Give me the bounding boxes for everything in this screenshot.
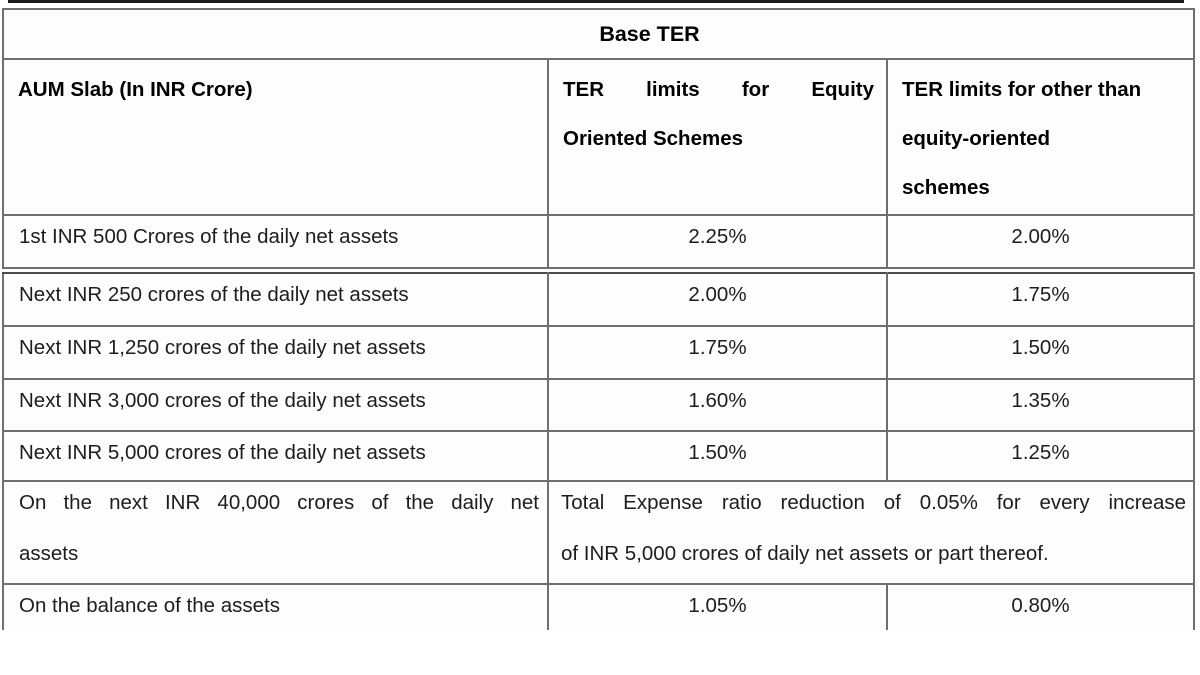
cell-slab-label: 1st INR 500 Crores of the daily net asse… [2,214,549,269]
cell-equity-ter: 1.50% [547,430,888,482]
header-other-ter-line-1: TER limits for other than [902,78,1142,101]
cell-other-ter: 1.35% [886,378,1195,432]
base-ter-table-upper: Base TER AUM Slab (In INR Crore) TER lim… [2,8,1195,269]
header-equity-ter-line-1: TER limits for Equity [563,78,874,101]
cell-equity-ter: 1.05% [547,583,888,630]
header-aum-slab-text: AUM Slab (In INR Crore) [18,78,253,101]
header-other-ter-line-3: schemes [902,176,990,199]
cell-other-ter: 0.80% [886,583,1195,630]
cell-equity-ter: 1.75% [547,325,888,380]
table-row-balance: On the balance of the assets 1.05% 0.80% [2,583,1195,630]
ter-reduction-note-line-2: of INR 5,000 crores of daily net assets … [561,542,1049,565]
base-ter-table-lower: Next INR 250 crores of the daily net ass… [2,272,1195,630]
table-title: Base TER [2,8,1195,60]
table-row-slab-40000: On the next INR 40,000 crores of the dai… [2,480,1195,585]
table-row-slab-1250: Next INR 1,250 crores of the daily net a… [2,325,1195,380]
cell-equity-ter: 1.60% [547,378,888,432]
cell-ter-reduction-note: Total Expense ratio reduction of 0.05% f… [547,480,1195,585]
header-other-ter: TER limits for other than equity-oriente… [886,58,1195,216]
table-header-row: AUM Slab (In INR Crore) TER limits for E… [2,58,1195,216]
cell-slab-label: Next INR 5,000 crores of the daily net a… [2,430,549,482]
cell-slab-label: On the next INR 40,000 crores of the dai… [2,480,549,585]
table-title-row: Base TER [2,8,1195,60]
table-row-slab-250: Next INR 250 crores of the daily net ass… [2,272,1195,327]
cell-slab-label: Next INR 1,250 crores of the daily net a… [2,325,549,380]
slab-label-line-1: On the next INR 40,000 crores of the dai… [19,491,539,514]
cell-equity-ter: 2.25% [547,214,888,269]
header-aum-slab: AUM Slab (In INR Crore) [2,58,549,216]
table-row-slab-500: 1st INR 500 Crores of the daily net asse… [2,214,1195,269]
cell-other-ter: 1.50% [886,325,1195,380]
ter-reduction-note-line-1: Total Expense ratio reduction of 0.05% f… [561,491,1186,514]
header-equity-ter: TER limits for Equity Oriented Schemes [547,58,888,216]
cell-slab-label: Next INR 3,000 crores of the daily net a… [2,378,549,432]
table-row-slab-5000: Next INR 5,000 crores of the daily net a… [2,430,1195,482]
cell-slab-label: Next INR 250 crores of the daily net ass… [2,272,549,327]
header-equity-ter-line-2: Oriented Schemes [563,127,744,150]
header-other-ter-line-2: equity-oriented [902,127,1051,150]
table-row-slab-3000: Next INR 3,000 crores of the daily net a… [2,378,1195,432]
cell-equity-ter: 2.00% [547,272,888,327]
cell-slab-label: On the balance of the assets [2,583,549,630]
page-top-rule [8,0,1184,3]
cell-other-ter: 1.75% [886,272,1195,327]
slab-label-line-2: assets [19,542,79,565]
cell-other-ter: 2.00% [886,214,1195,269]
cell-other-ter: 1.25% [886,430,1195,482]
